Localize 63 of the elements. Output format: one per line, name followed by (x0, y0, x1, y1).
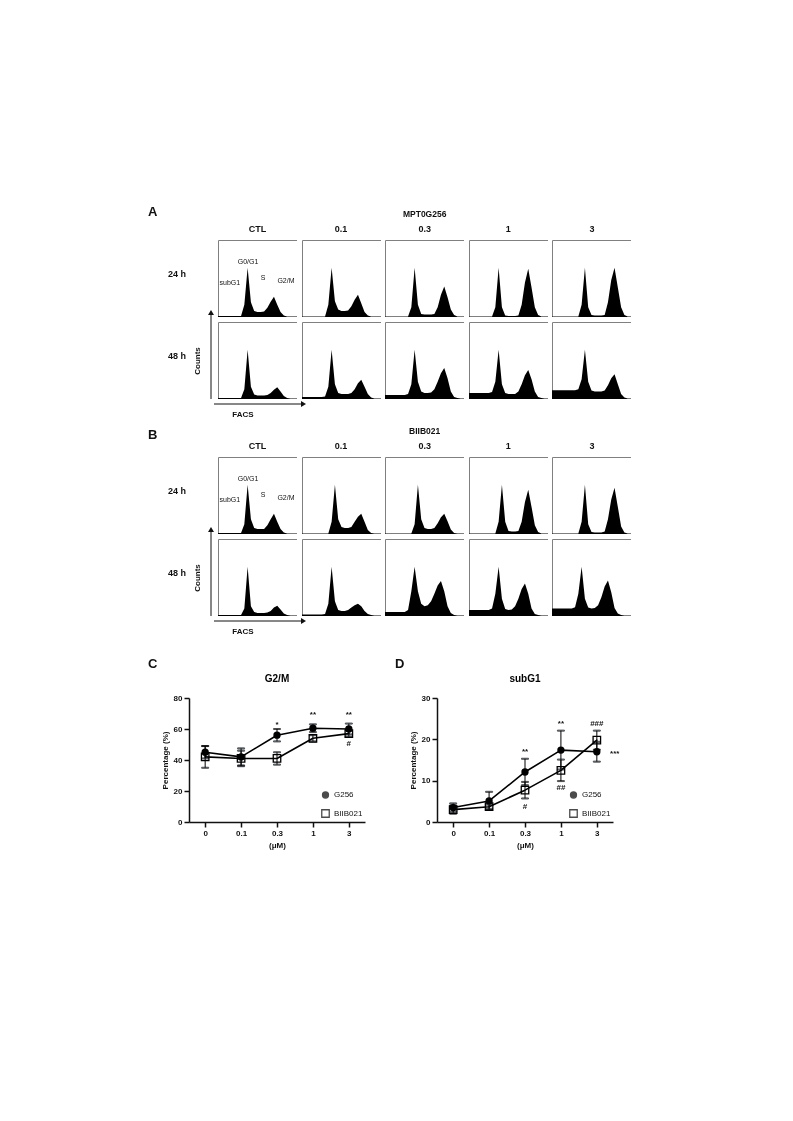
x-tick-label: 0.1 (236, 828, 248, 838)
annotation: ### (590, 718, 604, 728)
chart-title: CTL (247, 441, 268, 451)
x-tick-label: 0 (451, 828, 457, 838)
chart-title: 3 (588, 441, 596, 451)
x-axis-title: (μM) (517, 840, 535, 850)
y-tick-label: 20 (421, 734, 432, 744)
x-tick-label: 0.1 (484, 828, 496, 838)
x-tick-label: 1 (311, 828, 317, 838)
x-tick-label: 0.3 (519, 828, 532, 838)
chart-title: 1 (504, 224, 512, 234)
text: C (148, 656, 158, 671)
annotation: # (346, 738, 352, 748)
chart-title: G2/M (264, 673, 290, 684)
legend-label: BIIB021 (582, 808, 612, 818)
y-axis-title: Percentage (%) (160, 731, 170, 790)
chart-title: CTL (247, 224, 268, 234)
legend-label: G256 (334, 790, 355, 799)
legend-label: BIIB021 (334, 808, 364, 818)
text: FACS (232, 409, 254, 419)
text: FACS (232, 626, 254, 636)
x-tick-label: 0.3 (271, 828, 284, 838)
x-tick-label: 1 (559, 828, 565, 838)
y-tick-label: 0 (178, 817, 184, 827)
chart-title: subG1 (509, 673, 541, 684)
chart-title: 0.1 (333, 224, 349, 234)
y-axis-title: 48 h (167, 567, 187, 578)
text: Counts (192, 346, 202, 375)
x-tick-label: 0 (203, 828, 209, 838)
annotation: ** (521, 746, 529, 756)
annotation: * (275, 719, 279, 729)
chart-title: 1 (504, 441, 512, 451)
y-axis-title: 48 h (167, 350, 187, 361)
chart-subtitle: MPT0G256 (401, 209, 448, 219)
text: B (148, 427, 158, 442)
y-axis-title: 24 h (167, 268, 187, 279)
legend-label: G256 (582, 790, 603, 799)
chart-title: 0.3 (417, 441, 432, 451)
annotation: ** (557, 718, 565, 728)
chart-title: 3 (588, 224, 596, 234)
y-tick-label: 80 (173, 693, 184, 703)
annotation: ** (345, 709, 352, 719)
y-tick-label: 20 (173, 786, 184, 796)
y-tick-label: 10 (421, 776, 432, 786)
x-tick-label: 3 (595, 828, 601, 838)
annotation: ## (556, 782, 566, 792)
text: D (395, 656, 405, 671)
y-tick-label: 40 (173, 755, 184, 765)
chart-title: 0.1 (333, 441, 349, 451)
y-axis-title: Percentage (%) (408, 731, 418, 790)
y-tick-label: 60 (173, 724, 184, 734)
x-tick-label: 3 (347, 828, 353, 838)
x-axis-title: (μM) (269, 840, 287, 850)
y-axis-title: 24 h (167, 485, 187, 496)
chart-subtitle: BIIB021 (408, 426, 442, 436)
annotation: ** (309, 709, 317, 719)
text: Counts (192, 563, 202, 592)
chart-title: 0.3 (417, 224, 432, 234)
y-tick-label: 0 (426, 817, 432, 827)
annotation: # (522, 801, 528, 811)
y-tick-label: 30 (421, 693, 432, 703)
annotation: *** (610, 748, 620, 758)
text: A (148, 204, 158, 219)
